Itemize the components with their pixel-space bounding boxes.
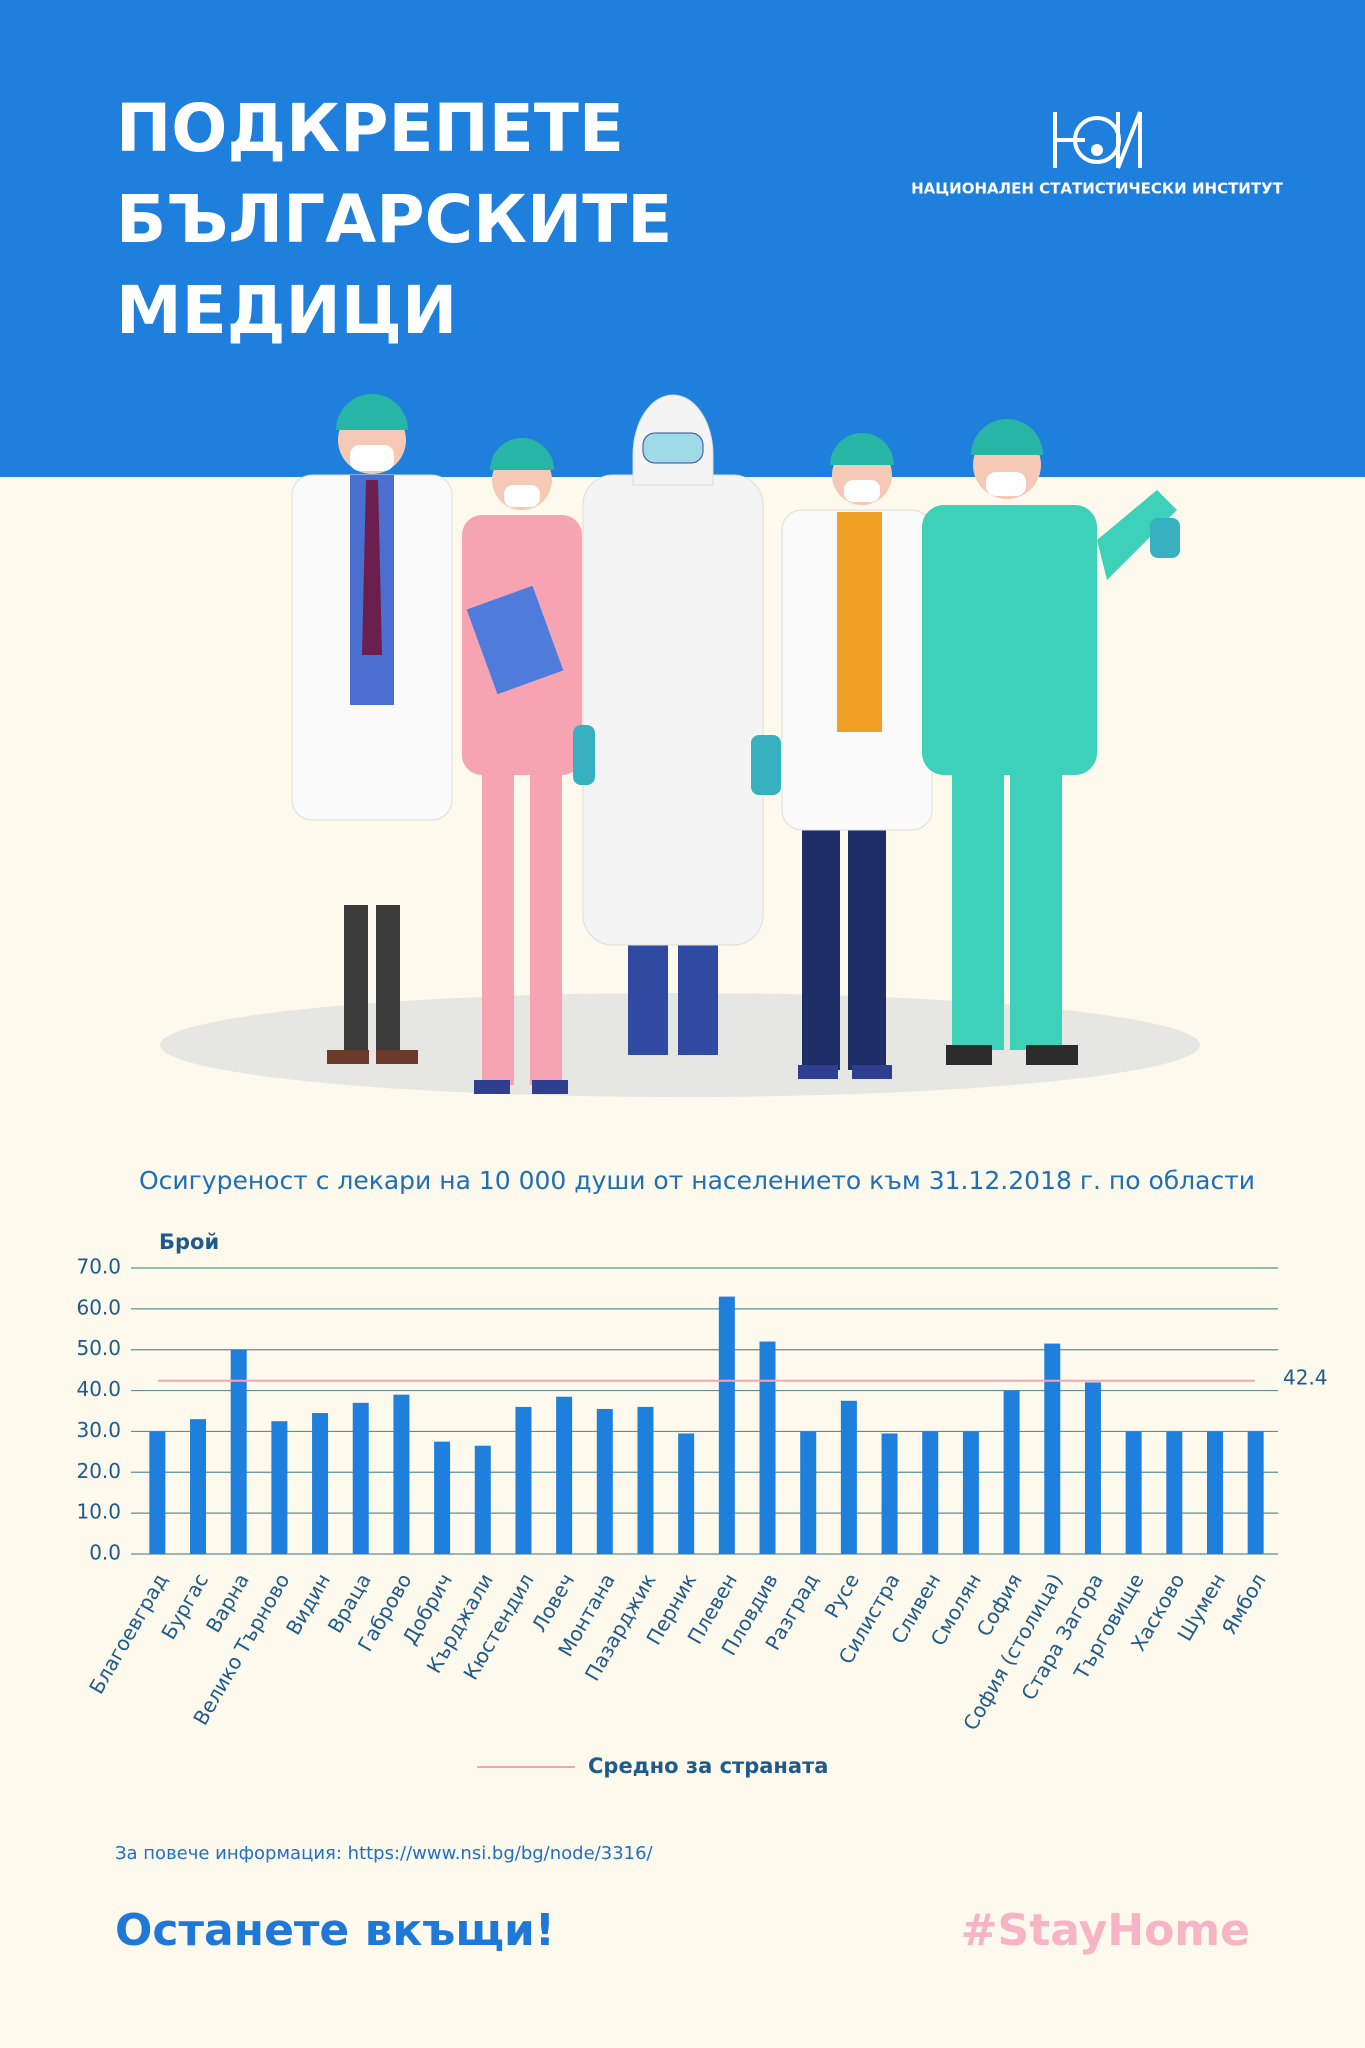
bar <box>271 1421 288 1554</box>
bar <box>434 1441 451 1554</box>
bar <box>596 1408 613 1554</box>
bar <box>393 1394 410 1554</box>
bar <box>1125 1431 1142 1554</box>
y-tick-label: 20.0 <box>76 1459 121 1483</box>
average-label: 42.4 <box>1283 1365 1328 1389</box>
bar <box>352 1402 369 1554</box>
bar <box>718 1296 735 1554</box>
bar <box>230 1349 247 1554</box>
illustration <box>160 394 1200 1097</box>
title-line: ПОДКРЕПЕТЕ <box>116 90 624 167</box>
bar <box>190 1419 207 1554</box>
y-axis-label: Брой <box>159 1230 219 1254</box>
title-line: БЪЛГАРСКИТЕ <box>116 181 672 258</box>
bar <box>149 1431 166 1554</box>
y-tick-label: 60.0 <box>76 1295 121 1319</box>
y-tick-label: 50.0 <box>76 1336 121 1360</box>
bar <box>1206 1431 1223 1554</box>
bar <box>1166 1431 1183 1554</box>
bar <box>312 1413 329 1554</box>
bar <box>962 1431 979 1554</box>
title-line: МЕДИЦИ <box>116 272 457 349</box>
y-tick-label: 0.0 <box>89 1541 121 1565</box>
bar <box>1247 1431 1264 1554</box>
chart-title: Осигуреност с лекари на 10 000 души от н… <box>139 1166 1255 1195</box>
more-info: За повече информация: https://www.nsi.bg… <box>115 1843 654 1864</box>
bar <box>1084 1382 1101 1554</box>
slogan: Останете вкъщи! <box>115 1905 555 1956</box>
y-tick-label: 40.0 <box>76 1377 121 1401</box>
bar <box>1003 1390 1020 1554</box>
y-tick-label: 70.0 <box>76 1255 121 1279</box>
bar <box>800 1431 817 1554</box>
bar <box>678 1433 695 1554</box>
hashtag: #StayHome <box>961 1905 1250 1956</box>
bar <box>922 1431 939 1554</box>
bar <box>840 1400 857 1554</box>
bar <box>759 1341 776 1554</box>
legend-label: Средно за страната <box>588 1754 828 1778</box>
y-tick-label: 10.0 <box>76 1500 121 1524</box>
bar <box>881 1433 898 1554</box>
bar <box>1044 1343 1061 1554</box>
logo-text: НАЦИОНАЛЕН СТАТИСТИЧЕСКИ ИНСТИТУТ <box>911 180 1284 198</box>
bar <box>637 1406 654 1554</box>
bar <box>556 1396 573 1554</box>
logo <box>1053 111 1142 169</box>
y-tick-label: 30.0 <box>76 1418 121 1442</box>
bar <box>474 1445 491 1554</box>
bar <box>515 1406 532 1554</box>
